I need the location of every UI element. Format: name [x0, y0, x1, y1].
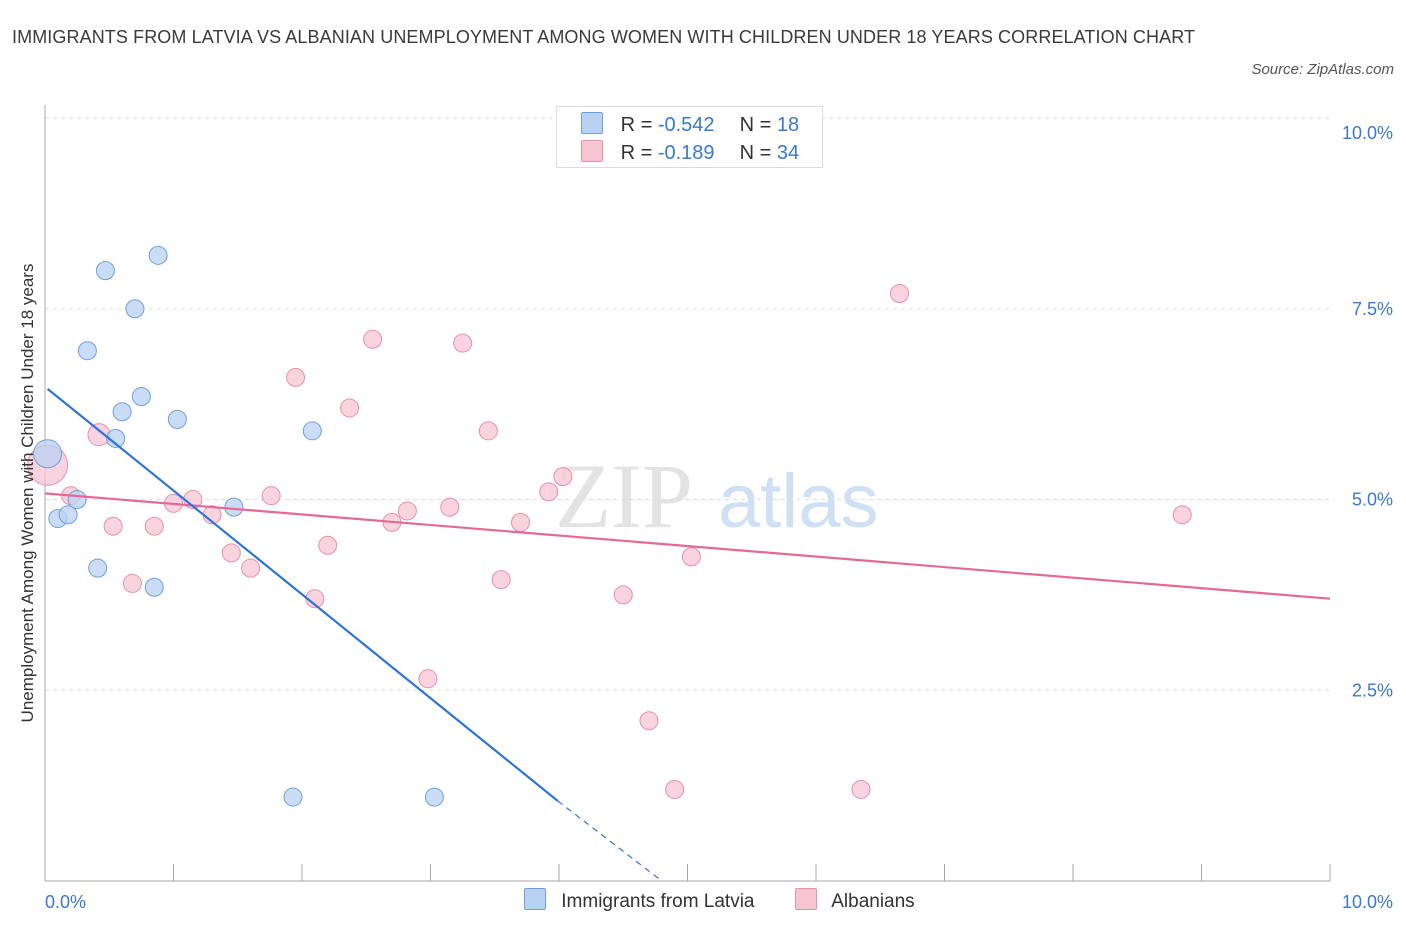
latvia-point — [283, 787, 303, 807]
albanian-point — [539, 482, 559, 502]
x-tick-label: 0.0% — [45, 892, 86, 912]
y-axis-title: Unemployment Among Women with Children U… — [18, 263, 37, 723]
latvia-n-value: 18 — [776, 114, 800, 136]
albanian-point — [453, 333, 473, 353]
latvia-legend-label: Immigrants from Latvia — [561, 891, 755, 912]
albanian-point — [681, 547, 701, 567]
albanian-point — [890, 283, 910, 303]
x-tick-label: 10.0% — [1342, 892, 1393, 912]
latvia-point — [112, 402, 132, 422]
latvia-n-label: N = — [739, 114, 772, 136]
albanian-point — [397, 501, 417, 521]
albanian-point — [318, 535, 338, 555]
latvia-point — [148, 245, 168, 265]
legend-row-albanian: R = -0.189 N = 34 — [581, 140, 799, 165]
legend-item-albanian: Albanians — [795, 888, 915, 913]
albanian-point — [87, 423, 111, 447]
latvia-r-value: -0.542 — [657, 114, 715, 136]
albanian-point — [363, 329, 383, 349]
albanian-swatch — [581, 140, 603, 162]
albanian-point — [241, 558, 261, 578]
latvia-legend-swatch — [524, 888, 546, 910]
y-tick-label: 5.0% — [1352, 490, 1393, 510]
albanian-point — [261, 486, 281, 506]
latvia-point — [224, 497, 244, 517]
latvia-point — [67, 490, 87, 509]
albanian-r-value: -0.189 — [657, 142, 715, 164]
albanian-point — [613, 585, 633, 605]
albanian-point — [122, 573, 142, 593]
source-label: Source: ZipAtlas.com — [1251, 61, 1394, 78]
albanian-point — [144, 516, 164, 536]
watermark-zip: ZIP — [555, 445, 693, 547]
latvia-swatch — [581, 112, 603, 134]
albanian-point — [221, 543, 241, 563]
albanian-point — [851, 779, 871, 799]
albanian-point — [665, 779, 685, 799]
latvia-point — [106, 428, 126, 448]
latvia-point — [424, 787, 444, 807]
albanian-n-value: 34 — [776, 142, 800, 164]
watermark-atlas: atlas — [718, 459, 879, 544]
latvia-point — [144, 577, 164, 597]
y-tick-label: 7.5% — [1352, 299, 1393, 319]
latvia-point — [167, 409, 187, 429]
albanian-point — [440, 497, 460, 517]
albanian-point — [1172, 505, 1192, 525]
latvia-point — [95, 261, 115, 281]
latvia-trend-extension — [557, 800, 663, 882]
latvia-trend-line — [46, 388, 559, 802]
albanian-point — [639, 711, 659, 731]
albanian-legend-swatch — [795, 888, 817, 910]
albanian-point — [286, 367, 306, 387]
albanian-point — [103, 516, 123, 536]
latvia-point — [77, 341, 97, 361]
legend-row-latvia: R = -0.542 N = 18 — [581, 112, 799, 137]
albanian-legend-label: Albanians — [831, 891, 915, 912]
albanian-point — [510, 512, 530, 532]
albanian-trend-line — [44, 492, 1331, 600]
latvia-point — [58, 505, 78, 525]
albanian-r-label: R = — [620, 142, 653, 164]
latvia-point — [33, 439, 63, 469]
legend-item-latvia: Immigrants from Latvia — [524, 888, 755, 913]
latvia-r-label: R = — [620, 114, 653, 136]
albanian-point — [418, 669, 438, 689]
albanian-point — [553, 467, 573, 487]
albanian-point — [478, 421, 498, 441]
latvia-point — [88, 558, 108, 578]
albanian-point — [340, 398, 360, 418]
y-tick-label: 2.5% — [1352, 680, 1393, 700]
albanian-point — [491, 570, 511, 590]
correlation-legend: R = -0.542 N = 18 R = -0.189 N = 34 — [556, 106, 823, 168]
latvia-point — [125, 299, 145, 319]
latvia-point — [131, 386, 151, 406]
albanian-n-label: N = — [739, 142, 772, 164]
chart-title: IMMIGRANTS FROM LATVIA VS ALBANIAN UNEMP… — [12, 27, 1196, 47]
y-tick-label: 10.0% — [1342, 123, 1393, 143]
latvia-point — [302, 421, 322, 441]
